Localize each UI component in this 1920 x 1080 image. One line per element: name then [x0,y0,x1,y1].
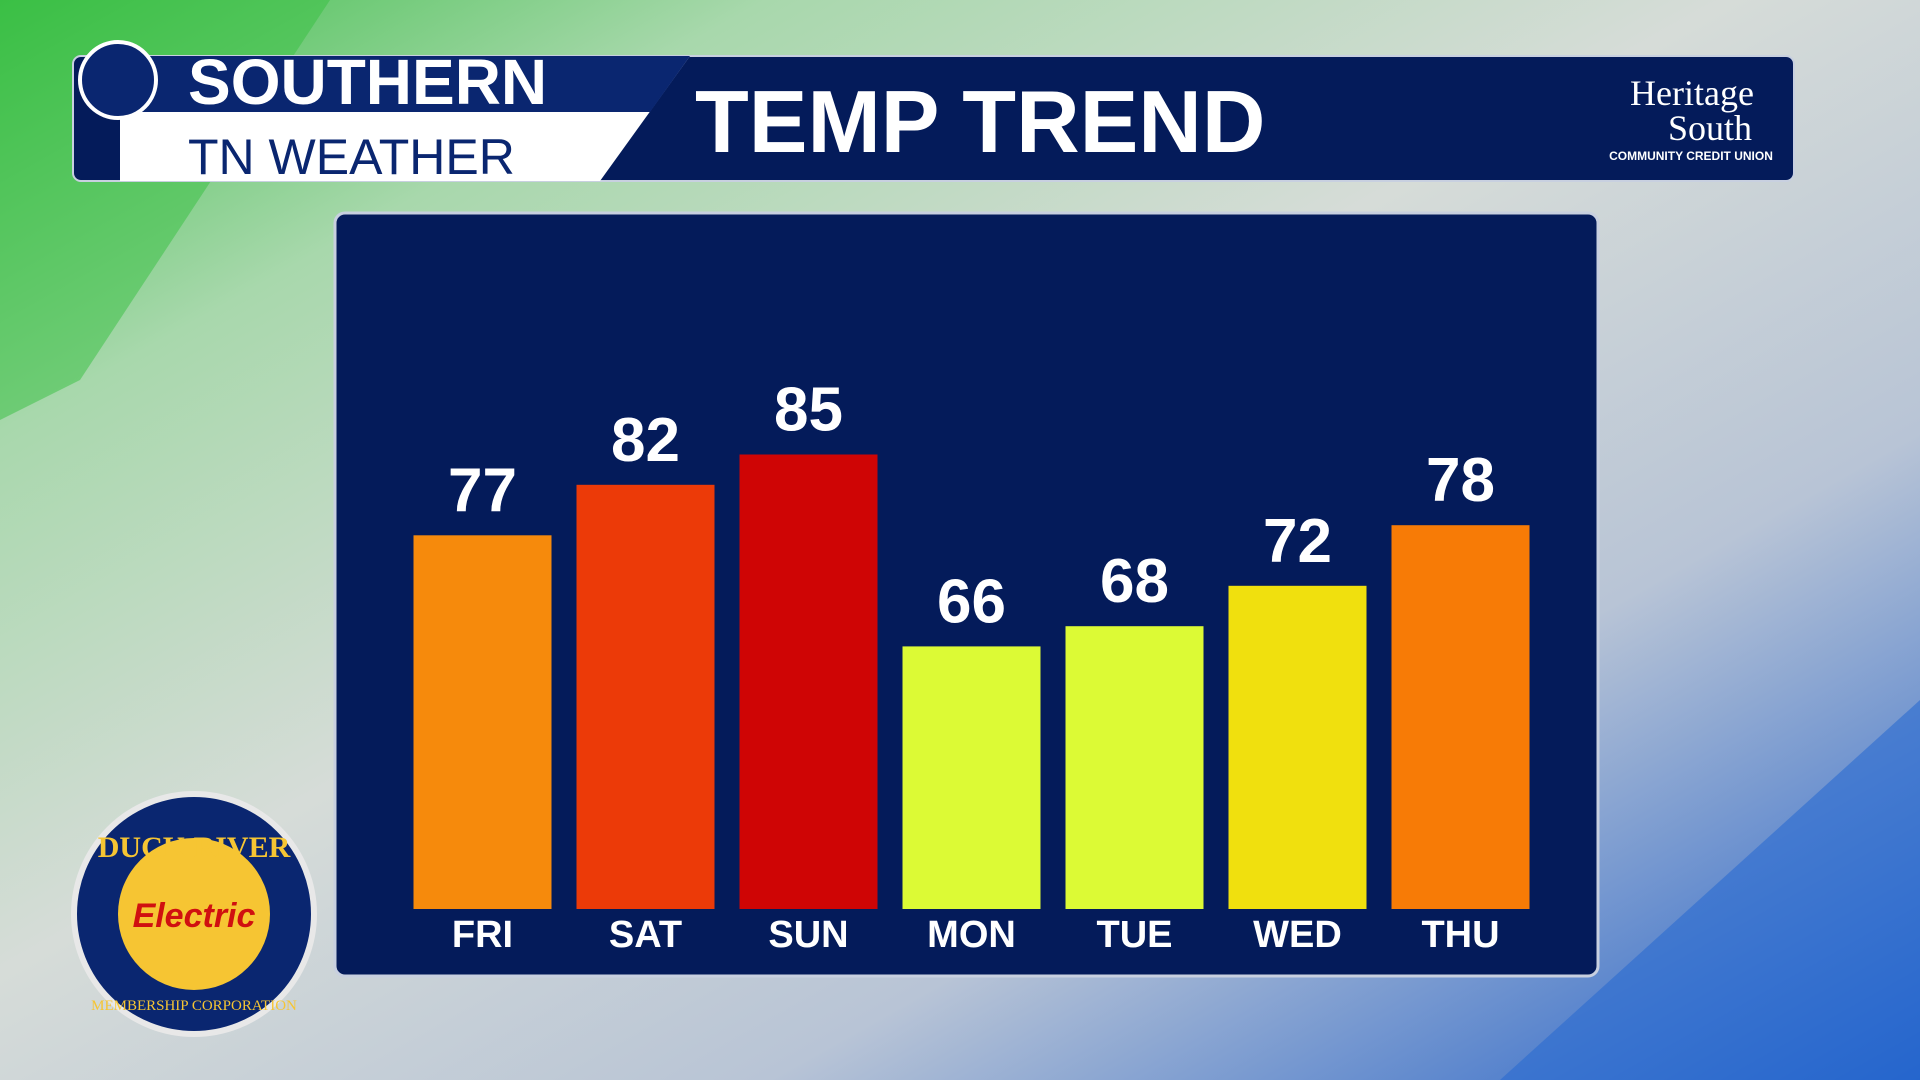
value-label: 72 [1263,507,1332,576]
value-label: 66 [937,567,1006,636]
value-label: 68 [1100,547,1169,616]
sponsor-name: South [1668,108,1752,148]
show-title: SOUTHERN [188,46,547,118]
sponsor-bottom-tagline: MEMBERSHIP CORPORATION [91,998,297,1014]
bar [1228,585,1367,909]
x-tick-label: SUN [768,914,848,956]
x-tick-label: TUE [1097,914,1173,956]
value-label: 85 [774,376,843,445]
sponsor-logo-inner [118,838,270,990]
bar [413,535,552,909]
sponsor-tagline: COMMUNITY CREDIT UNION [1609,149,1773,163]
x-tick-label: SAT [609,914,682,956]
bar [1391,525,1530,909]
x-tick-label: FRI [452,914,513,956]
x-tick-label: THU [1421,914,1499,956]
bar [902,646,1041,909]
value-label: 77 [448,456,517,525]
bar [576,484,715,909]
sponsor-name: Heritage [1630,73,1754,113]
bar [739,454,878,909]
x-tick-label: MON [927,914,1016,956]
chart-title: TEMP TREND [695,72,1265,171]
value-label: 78 [1426,446,1495,515]
sponsor-bottom-name: DUCK RIVER [98,831,291,864]
bg-stripe [1500,700,1920,1080]
show-subtitle: TN WEATHER [188,129,515,185]
show-logo-stars [78,40,158,120]
show-logo-band [120,56,690,112]
value-label: 82 [611,406,680,475]
x-tick-label: WED [1253,914,1342,956]
bar [1065,626,1204,909]
sponsor-bottom-brand: Electric [133,897,256,935]
